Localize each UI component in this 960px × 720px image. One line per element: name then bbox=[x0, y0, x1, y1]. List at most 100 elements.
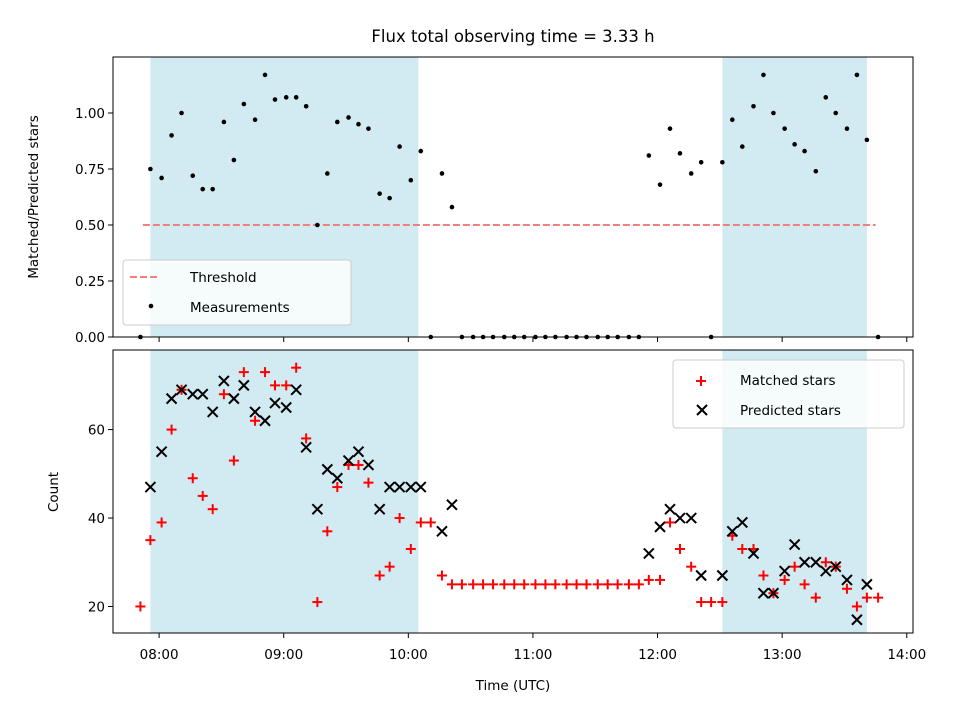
measurement-point bbox=[823, 95, 829, 100]
legend-matched-label: Matched stars bbox=[740, 373, 836, 389]
measurement-point bbox=[387, 195, 392, 201]
predicted-stars-points bbox=[144, 375, 873, 626]
legend-predicted-swatch bbox=[696, 404, 708, 416]
predicted-star-point bbox=[228, 392, 240, 405]
predicted-star-point bbox=[674, 512, 686, 524]
predicted-star-point bbox=[736, 516, 748, 529]
measurement-point bbox=[200, 186, 206, 192]
top-legend: Threshold Measurements bbox=[122, 259, 352, 326]
matched-star-point bbox=[873, 592, 884, 603]
y-tick-label: 0.00 bbox=[75, 330, 105, 346]
measurement-point bbox=[325, 171, 330, 176]
matched-star-point bbox=[135, 601, 146, 612]
matched-star-point bbox=[655, 574, 666, 585]
predicted-star-point bbox=[342, 454, 355, 467]
matched-star-point bbox=[187, 473, 198, 484]
legend-threshold-label: Threshold bbox=[189, 270, 257, 286]
matched-star-point bbox=[332, 482, 343, 493]
measurement-point bbox=[771, 110, 776, 116]
matched-star-point bbox=[581, 579, 592, 590]
predicted-star-point bbox=[747, 547, 760, 560]
measurement-point bbox=[366, 126, 371, 131]
predicted-star-point bbox=[383, 481, 396, 493]
predicted-star-point bbox=[861, 578, 873, 591]
measurement-point bbox=[792, 142, 797, 147]
matched-star-point bbox=[612, 579, 623, 590]
matched-star-point bbox=[571, 579, 582, 590]
measurement-point bbox=[844, 126, 850, 131]
measurement-point bbox=[346, 115, 351, 120]
matched-star-point bbox=[374, 570, 385, 581]
bottom-x-axis: 08:00 09:00 10:00 11:00 12:00 13:00 14:00 bbox=[140, 633, 926, 663]
matched-star-point bbox=[218, 389, 229, 400]
matched-star-point bbox=[488, 579, 499, 590]
measurement-point bbox=[698, 159, 704, 165]
predicted-star-point bbox=[259, 415, 271, 427]
matched-star-point bbox=[156, 517, 167, 528]
predicted-star-point bbox=[175, 384, 188, 396]
matched-star-point bbox=[499, 579, 510, 590]
bottom-legend-box bbox=[672, 359, 905, 429]
predicted-star-point bbox=[393, 481, 406, 493]
measurement-point bbox=[190, 173, 196, 179]
predicted-star-point bbox=[695, 569, 707, 582]
predicted-star-point bbox=[405, 481, 417, 493]
matched-star-point bbox=[468, 579, 479, 590]
measurement-point bbox=[148, 166, 153, 172]
predicted-star-point bbox=[155, 445, 168, 458]
predicted-star-point bbox=[820, 565, 832, 577]
measurement-point bbox=[377, 191, 382, 196]
matched-star-point bbox=[779, 574, 790, 585]
measurement-point bbox=[169, 133, 174, 138]
x-axis-label: Time (UTC) bbox=[475, 678, 551, 694]
y-tick-label: 60 bbox=[88, 423, 105, 439]
matched-star-point bbox=[737, 543, 748, 554]
matched-stars-points bbox=[135, 362, 884, 612]
matched-star-point bbox=[456, 579, 467, 590]
measurement-point bbox=[782, 126, 787, 131]
matched-star-point bbox=[228, 455, 239, 466]
measurement-point bbox=[221, 119, 227, 125]
top-y-axis: 0.00 0.25 0.50 0.75 1.00 bbox=[75, 106, 113, 346]
measurement-point bbox=[449, 204, 455, 210]
legend-measurements-swatch bbox=[148, 303, 154, 309]
matched-star-point bbox=[446, 579, 457, 590]
predicted-star-point bbox=[415, 481, 427, 493]
x-tick-label: 10:00 bbox=[389, 647, 428, 663]
matched-star-point bbox=[540, 579, 551, 590]
legend-measurements-label: Measurements bbox=[190, 300, 290, 316]
measurement-point bbox=[677, 151, 683, 156]
matched-star-point bbox=[550, 579, 561, 590]
matched-star-point bbox=[166, 424, 177, 435]
matched-star-point bbox=[686, 561, 697, 572]
predicted-star-point bbox=[362, 459, 375, 471]
matched-star-point bbox=[643, 574, 654, 585]
x-tick-label: 08:00 bbox=[140, 647, 179, 663]
chart-title: Flux total observing time = 3.33 h bbox=[371, 27, 654, 46]
matched-star-point bbox=[425, 517, 436, 528]
matched-star-point bbox=[810, 592, 821, 603]
predicted-star-point bbox=[798, 556, 811, 568]
predicted-star-point bbox=[280, 401, 292, 414]
measurement-point bbox=[657, 182, 663, 187]
matched-star-point bbox=[197, 490, 208, 501]
measurement-point bbox=[418, 148, 424, 154]
matched-star-point bbox=[281, 380, 292, 391]
predicted-star-point bbox=[352, 445, 365, 458]
matched-star-point bbox=[592, 579, 603, 590]
matched-star-point bbox=[851, 601, 862, 612]
measurement-point bbox=[739, 144, 745, 149]
predicted-star-point bbox=[446, 499, 458, 511]
matched-star-point bbox=[384, 561, 395, 572]
top-panel: 0.00 0.25 0.50 0.75 1.00 Matched/Predicted s… bbox=[26, 56, 914, 346]
top-x-ticks bbox=[158, 337, 908, 342]
matched-star-point bbox=[861, 592, 872, 603]
predicted-star-point bbox=[841, 574, 853, 586]
measurement-point bbox=[241, 101, 247, 107]
measurement-point bbox=[854, 72, 860, 78]
legend-predicted-label: Predicted stars bbox=[740, 403, 841, 419]
matched-star-point bbox=[820, 557, 831, 568]
matched-star-point bbox=[789, 561, 800, 572]
matched-star-point bbox=[623, 579, 634, 590]
predicted-star-point bbox=[331, 472, 344, 484]
